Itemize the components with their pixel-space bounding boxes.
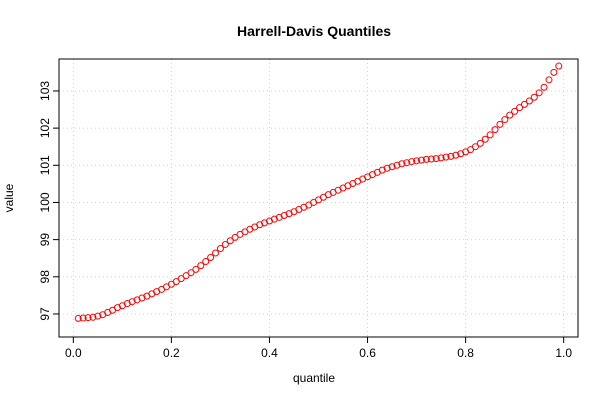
point [540,83,548,91]
point [491,126,499,134]
point [486,131,494,139]
y-tick-label: 99 [38,233,52,247]
point [496,120,504,128]
point [467,146,475,154]
point [74,314,82,322]
x-tick-label: 0.0 [65,346,82,360]
point [216,245,224,253]
point [192,265,200,273]
plot-frame [58,58,579,338]
point [520,100,528,108]
y-tick-label: 100 [38,192,52,212]
point [231,233,239,241]
point [481,135,489,143]
point [388,163,396,171]
point [555,62,563,70]
point [393,161,401,169]
chart-title: Harrell-Davis Quantiles [237,23,391,39]
point [447,152,455,160]
y-tick-label: 98 [38,270,52,284]
point [501,116,509,124]
point [383,164,391,172]
point [177,275,185,283]
point [79,314,87,322]
point [408,158,416,166]
point [182,272,190,280]
point [535,89,543,97]
y-tick-label: 103 [38,81,52,101]
point [202,258,210,266]
y-axis-label: value [2,183,16,212]
point [442,153,450,161]
x-tick-label: 1.0 [555,346,572,360]
point [94,312,102,320]
point [89,313,97,321]
point [398,160,406,168]
x-tick-label: 0.8 [457,346,474,360]
point [511,107,519,115]
point [530,93,538,101]
point [221,240,229,248]
point [226,237,234,245]
x-tick-label: 0.2 [163,346,180,360]
point [403,159,411,167]
x-tick-label: 0.4 [261,346,278,360]
point [471,143,479,151]
y-tick-label: 97 [38,307,52,321]
point [422,155,430,163]
point [197,262,205,270]
point [417,156,425,164]
point [476,139,484,147]
point [427,155,435,163]
x-tick-label: 0.6 [359,346,376,360]
point [525,97,533,105]
point [207,253,215,261]
point [437,154,445,162]
point [545,76,553,84]
point [84,314,92,322]
point [212,249,220,257]
y-tick-label: 102 [38,118,52,138]
point [413,157,421,165]
point [187,269,195,277]
point [506,111,514,119]
point [432,155,440,163]
point [516,104,524,112]
point [550,68,558,76]
point [452,151,460,159]
x-axis-label: quantile [293,371,335,385]
y-tick-label: 101 [38,155,52,175]
point [172,278,180,286]
